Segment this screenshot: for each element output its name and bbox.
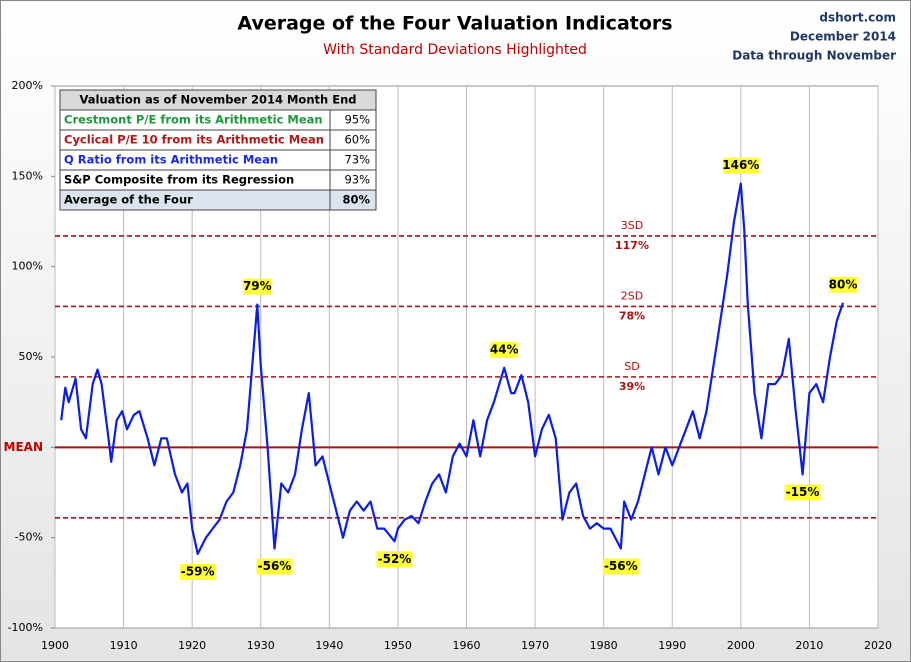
annotation-label: 44%: [490, 342, 519, 356]
table-cell: [329, 189, 377, 211]
table-row-value: 60%: [344, 133, 370, 147]
table-row-name: Q Ratio from its Arithmetic Mean: [64, 153, 278, 167]
x-tick-label: 1940: [315, 639, 343, 652]
table-row-value: 80%: [342, 193, 370, 207]
annotation-box: [784, 484, 821, 501]
table-row-value: 93%: [344, 173, 370, 187]
annotation-box: [376, 551, 413, 568]
y-tick-label: 50%: [19, 350, 43, 363]
annotation-box: [243, 278, 272, 295]
reference-name: SD: [624, 360, 639, 373]
annotation-label: 80%: [829, 277, 858, 291]
x-tick-label: 1960: [453, 639, 481, 652]
table-row-name: Average of the Four: [64, 193, 193, 207]
reference-label: 39%: [619, 380, 645, 393]
y-tick-label: 150%: [12, 169, 43, 182]
annotation-box: [829, 276, 858, 293]
reference-label: 117%: [615, 239, 649, 252]
annotation-box: [179, 563, 216, 580]
annotation-label: -56%: [604, 559, 638, 573]
source: dshort.com: [819, 11, 896, 25]
chart-subtitle: With Standard Deviations Highlighted: [323, 42, 587, 58]
y-tick-label: -100%: [8, 621, 43, 634]
x-tick-label: 1950: [384, 639, 412, 652]
table-row-value: 95%: [344, 113, 370, 127]
reference-name: 2SD: [621, 289, 643, 302]
y-tick-label: 100%: [12, 260, 43, 273]
table-row-name: Crestmont P/E from its Arithmetic Mean: [64, 113, 323, 127]
y-tick-label: MEAN: [4, 440, 43, 454]
annotation-label: 79%: [243, 279, 272, 293]
annotation-label: -52%: [378, 552, 412, 566]
annotation-box: [722, 157, 759, 174]
x-tick-label: 1990: [658, 639, 686, 652]
annotation-box: [602, 558, 639, 575]
x-tick-label: 1970: [521, 639, 549, 652]
table-row-name: Cyclical P/E 10 from its Arithmetic Mean: [64, 133, 324, 147]
table-title: Valuation as of November 2014 Month End: [80, 93, 357, 107]
annotation-label: -59%: [181, 564, 215, 578]
x-tick-label: 1920: [178, 639, 206, 652]
x-tick-label: 2020: [864, 639, 892, 652]
x-tick-label: 2000: [727, 639, 755, 652]
annotation-label: -15%: [786, 485, 820, 499]
x-tick-label: 1900: [41, 639, 69, 652]
date: December 2014: [790, 30, 896, 44]
table-row-value: 73%: [344, 153, 370, 167]
annotation-box: [256, 558, 293, 575]
x-tick-label: 2010: [795, 639, 823, 652]
x-tick-label: 1930: [247, 639, 275, 652]
table-row-name: S&P Composite from its Regression: [64, 173, 294, 187]
x-tick-label: 1980: [590, 639, 618, 652]
annotation-label: 146%: [722, 158, 759, 172]
note: Data through November: [732, 49, 896, 63]
y-tick-label: 200%: [12, 79, 43, 92]
reference-label: 78%: [619, 309, 645, 322]
x-tick-label: 1910: [110, 639, 138, 652]
reference-name: 3SD: [621, 219, 643, 232]
annotation-box: [490, 341, 519, 358]
annotation-label: -56%: [258, 559, 292, 573]
chart-title: Average of the Four Valuation Indicators: [237, 13, 672, 35]
y-tick-label: -50%: [15, 531, 43, 544]
data-line: [60, 182, 845, 555]
